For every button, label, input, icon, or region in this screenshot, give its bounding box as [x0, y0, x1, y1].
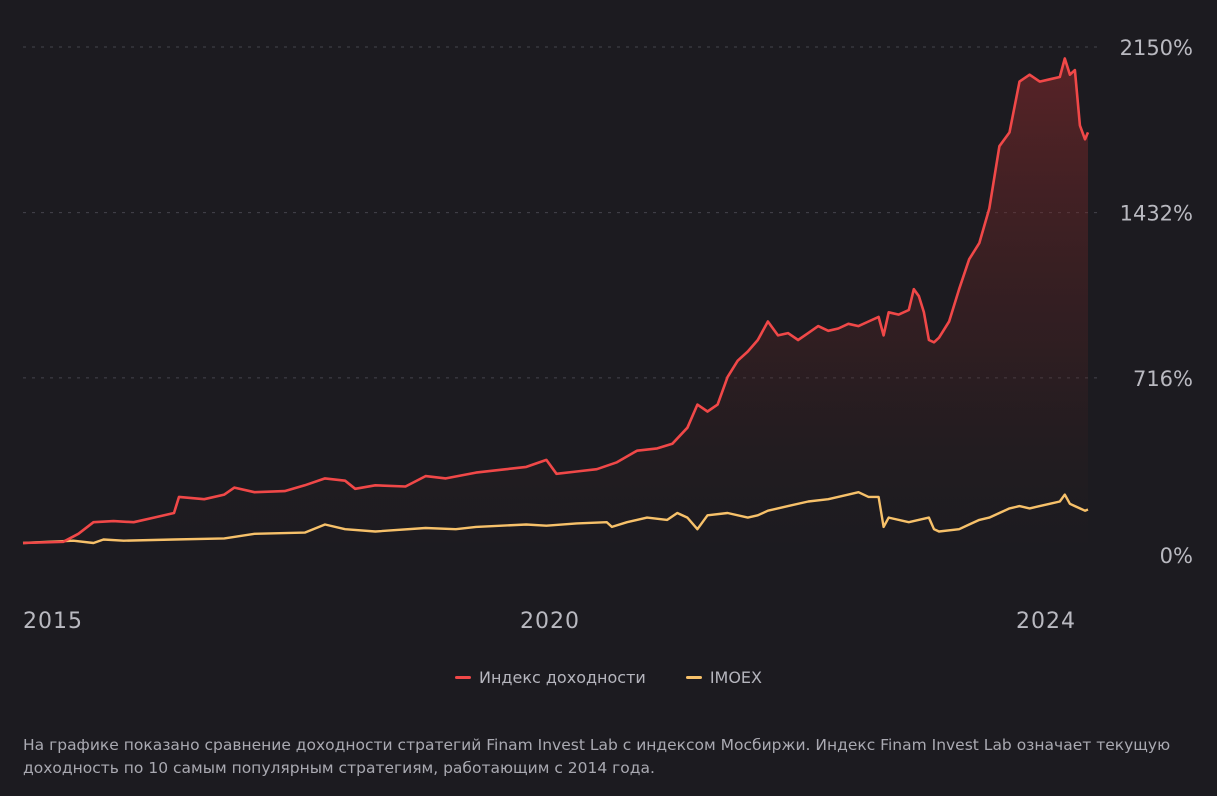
legend-swatch-imoex	[685, 676, 702, 679]
x-tick-label: 2024	[1016, 609, 1076, 634]
legend-label-imoex: IMOEX	[709, 668, 762, 687]
legend-item-index[interactable]: Индекс доходности	[454, 668, 646, 687]
chart-legend: Индекс доходности IMOEX	[0, 668, 1217, 687]
x-tick-label: 2020	[520, 609, 580, 634]
legend-item-imoex[interactable]: IMOEX	[685, 668, 762, 687]
y-tick-label: 0%	[1160, 544, 1193, 568]
legend-label-index: Индекс доходности	[478, 668, 646, 687]
gridlines	[23, 46, 1100, 379]
y-tick-label: 1432%	[1120, 202, 1193, 226]
y-tick-label: 716%	[1133, 367, 1193, 391]
chart-footnote: На графике показано сравнение доходности…	[23, 736, 1171, 777]
x-axis-labels: 2015 2020 2024	[23, 609, 1076, 634]
index-series-line	[22, 57, 1090, 545]
y-tick-label: 2150%	[1120, 36, 1193, 60]
chart-canvas: 2150% 1432% 716% 0% 2015 2020 2024	[22, 36, 1193, 634]
y-axis-labels: 2150% 1432% 716% 0%	[1120, 36, 1193, 568]
imoex-series-line	[22, 491, 1089, 545]
index-area-fill	[23, 58, 1088, 543]
x-tick-label: 2015	[23, 609, 83, 634]
legend-swatch-index	[454, 676, 471, 679]
